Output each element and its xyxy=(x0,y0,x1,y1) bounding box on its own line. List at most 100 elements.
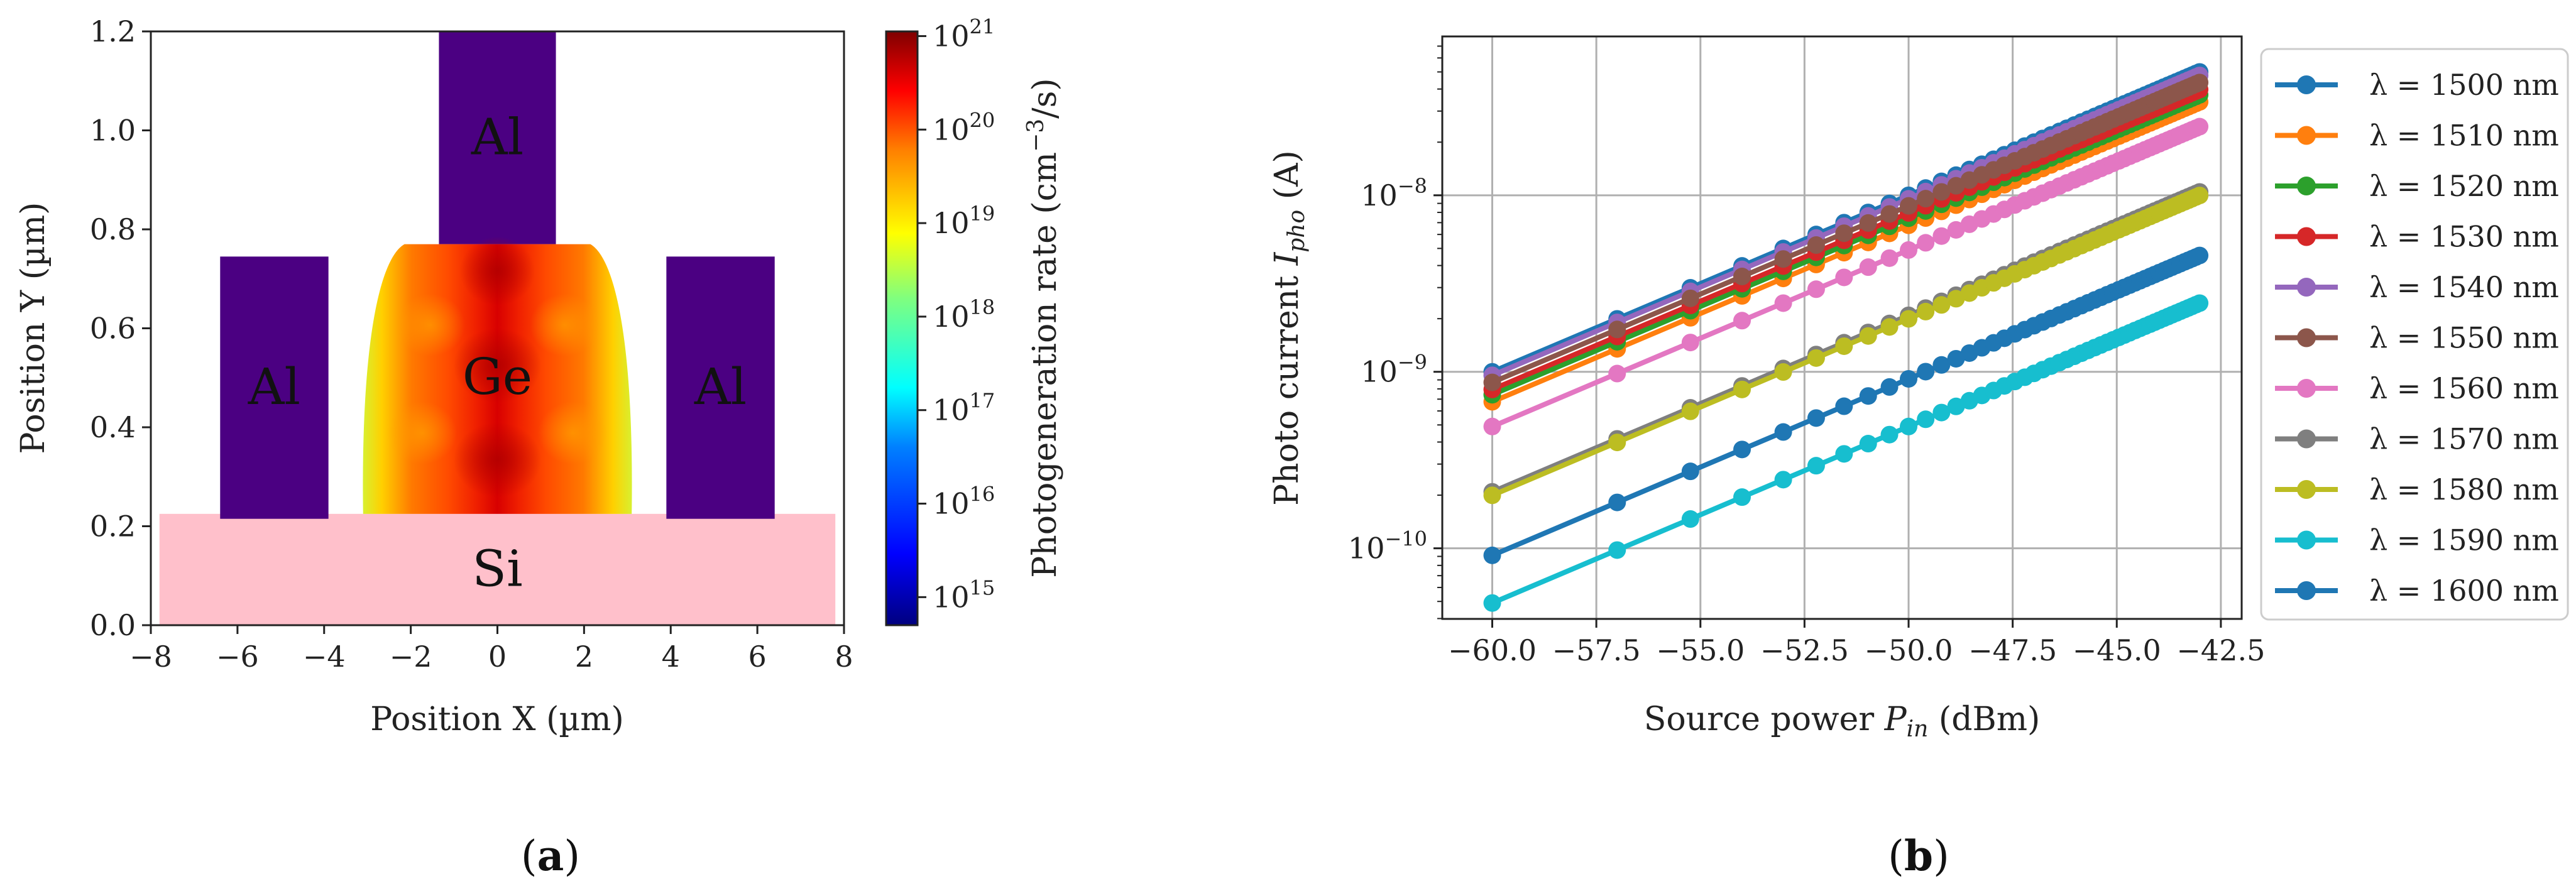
region-al-2 xyxy=(666,256,775,519)
legend-entry-label: λ = 1560 nm xyxy=(2369,371,2559,405)
ge-intensity-spot xyxy=(453,422,542,498)
data-point-1590 xyxy=(1917,410,1935,429)
x-tick-label-a: 6 xyxy=(748,640,766,674)
data-point-1550 xyxy=(1917,190,1935,208)
region-label-al: Al xyxy=(471,107,523,166)
x-tick-label-a: −4 xyxy=(303,640,346,674)
data-point-1590 xyxy=(1835,445,1853,463)
data-point-1580 xyxy=(2191,187,2209,205)
x-tick-label-a: 0 xyxy=(488,640,507,674)
panel-b-line-chart: −60.0 −57.5 −55.0 −52.5 −50.0 −47.5 −45.0 −42.5… xyxy=(1268,35,2569,880)
y-axis-ticks-b: 10−10 10−9 10−8 xyxy=(1348,45,1442,620)
device-cross-section: Si Al Al Al Ge xyxy=(159,31,836,625)
data-point-1580 xyxy=(1835,337,1853,355)
x-tick-label-b: −57.5 xyxy=(1552,633,1641,667)
data-point-1550 xyxy=(1947,177,1965,195)
data-point-1590 xyxy=(1807,457,1825,475)
data-point-1600 xyxy=(2191,246,2209,265)
data-point-1550 xyxy=(1859,214,1877,232)
legend-marker-1570 xyxy=(2297,429,2316,449)
legend-marker-1550 xyxy=(2297,328,2316,347)
data-point-1560 xyxy=(1947,221,1965,239)
data-point-1580 xyxy=(1733,380,1751,398)
x-axis-label-b: Source power Pin (dBm) xyxy=(1644,701,2041,742)
y-tick-label-b: 10−9 xyxy=(1361,351,1427,389)
data-point-1580 xyxy=(1900,310,1917,328)
colorbar-tick-label: 1019 xyxy=(933,202,995,240)
legend-marker-1590 xyxy=(2297,530,2316,550)
x-tick-label-b: −50.0 xyxy=(1865,633,1953,667)
data-point-1550 xyxy=(1774,250,1792,268)
legend-marker-1510 xyxy=(2297,126,2316,145)
x-tick-label-b: −52.5 xyxy=(1760,633,1849,667)
legend-entry-label: λ = 1570 nm xyxy=(2369,422,2559,456)
y-tick-label-a: 0.6 xyxy=(90,312,136,346)
ge-intensity-spot xyxy=(459,236,535,306)
data-point-1560 xyxy=(1733,312,1751,330)
region-si-0 xyxy=(159,513,836,625)
legend-marker-1520 xyxy=(2297,177,2316,195)
data-point-1560 xyxy=(2191,117,2209,136)
data-point-1560 xyxy=(1932,227,1951,245)
data-point-1560 xyxy=(1807,280,1825,298)
colorbar-tick-label: 1020 xyxy=(933,108,995,146)
data-point-1600 xyxy=(1774,423,1792,441)
colorbar-tick-label: 1018 xyxy=(933,295,995,334)
data-point-1550 xyxy=(1733,268,1751,286)
legend-entry-label: λ = 1530 nm xyxy=(2369,220,2559,254)
ge-intensity-spot xyxy=(387,402,457,465)
ge-intensity-spot xyxy=(538,402,608,465)
panel-a-heatmap: Si Al Al Al Ge −8 −6 −4 −2 0 2 4 6 8 0.0 0.2 0.4 0.6 0.8… xyxy=(14,14,1064,880)
y-tick-label-a: 1.0 xyxy=(90,114,136,148)
legend-marker-1600 xyxy=(2297,581,2316,600)
region-al-3 xyxy=(439,31,556,244)
data-point-1550 xyxy=(1932,183,1951,201)
data-point-1600 xyxy=(1859,387,1877,405)
data-point-1560 xyxy=(1859,258,1877,276)
y-tick-label-b: 10−10 xyxy=(1348,527,1427,565)
colorbar-label: Photogeneration rate (cm−3/s) xyxy=(1023,78,1064,577)
legend: λ = 1500 nm λ = 1510 nm λ = 1520 nm λ = 153… xyxy=(2260,48,2569,621)
x-tick-label-a: −6 xyxy=(216,640,259,674)
data-point-1550 xyxy=(1807,236,1825,254)
x-tick-label-a: 2 xyxy=(575,640,593,674)
region-label-al: Al xyxy=(248,358,300,416)
x-tick-label-b: −42.5 xyxy=(2176,633,2265,667)
plot-b-frame xyxy=(1441,35,2243,620)
legend-entry-label: λ = 1520 nm xyxy=(2369,169,2559,203)
data-point-1600 xyxy=(1880,378,1899,396)
colorbar-tick-label: 1021 xyxy=(933,14,995,53)
data-point-1600 xyxy=(1681,462,1699,481)
data-point-1550 xyxy=(1608,320,1626,339)
data-point-1590 xyxy=(1880,425,1899,444)
legend-marker-1540 xyxy=(2297,278,2316,297)
data-point-1600 xyxy=(1932,356,1951,374)
data-point-1580 xyxy=(1917,302,1935,320)
data-point-1590 xyxy=(1859,435,1877,453)
colorbar-frame xyxy=(885,30,919,626)
ge-intensity-spot xyxy=(530,293,600,357)
legend-entry-label: λ = 1590 nm xyxy=(2369,523,2559,557)
data-point-1590 xyxy=(1932,403,1951,422)
colorbar-tick-label: 1015 xyxy=(933,576,995,614)
region-label-al: Al xyxy=(694,358,747,416)
data-point-1590 xyxy=(1608,541,1626,559)
data-point-1590 xyxy=(1733,488,1751,506)
data-point-1590 xyxy=(1483,594,1501,612)
legend-entry-label: λ = 1600 nm xyxy=(2369,574,2559,608)
data-point-1550 xyxy=(1483,373,1501,391)
data-point-1550 xyxy=(1900,197,1917,215)
legend-marker-1530 xyxy=(2297,227,2316,246)
data-point-1560 xyxy=(1835,268,1853,287)
x-tick-label-a: 4 xyxy=(662,640,680,674)
data-point-1580 xyxy=(1483,486,1501,505)
data-point-1560 xyxy=(1483,417,1501,435)
data-point-1580 xyxy=(1880,318,1899,336)
data-point-1560 xyxy=(1900,241,1917,259)
ge-intensity-spot xyxy=(395,293,465,357)
series-b xyxy=(1483,63,2209,612)
legend-box xyxy=(2260,48,2569,621)
data-point-1560 xyxy=(1608,364,1626,383)
data-point-1600 xyxy=(1947,349,1965,368)
legend-marker-1580 xyxy=(2297,480,2316,499)
